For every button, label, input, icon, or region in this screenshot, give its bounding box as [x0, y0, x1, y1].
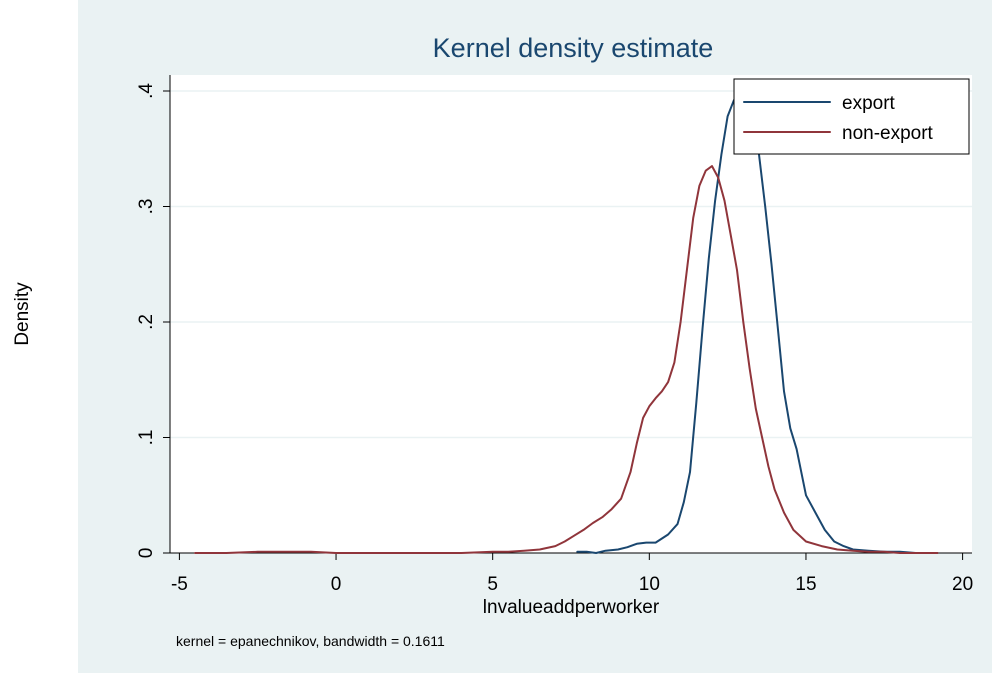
- legend-label-export: export: [842, 93, 896, 114]
- x-axis-title: lnvalueaddperworker: [483, 597, 660, 618]
- legend-label-non-export: non-export: [842, 123, 934, 144]
- y-tick-label: .2: [136, 314, 157, 330]
- chart-title: Kernel density estimate: [433, 33, 714, 63]
- legend-box: [733, 78, 970, 155]
- y-axis-title: Density: [12, 282, 33, 346]
- legend: export non-export: [733, 78, 970, 155]
- y-tick-label: .3: [136, 199, 157, 215]
- x-tick-label: 0: [331, 574, 342, 595]
- plot-area: [170, 75, 972, 553]
- x-tick-label: 10: [639, 574, 660, 595]
- series-line-non-export: [194, 165, 939, 554]
- x-tick-label: -5: [171, 574, 188, 595]
- chart-note: kernel = epanechnikov, bandwidth = 0.161…: [176, 633, 445, 649]
- y-axis-ticks: 0 .1 .2 .3 .4: [136, 83, 170, 559]
- x-tick-label: 20: [952, 574, 973, 595]
- x-tick-label: 5: [487, 574, 498, 595]
- y-tick-label: .1: [136, 430, 157, 446]
- y-tick-label: 0: [136, 548, 157, 559]
- x-tick-label: 15: [795, 574, 816, 595]
- x-axis-ticks: -5 0 5 10 15 20: [171, 553, 973, 595]
- y-tick-label: .4: [136, 83, 157, 99]
